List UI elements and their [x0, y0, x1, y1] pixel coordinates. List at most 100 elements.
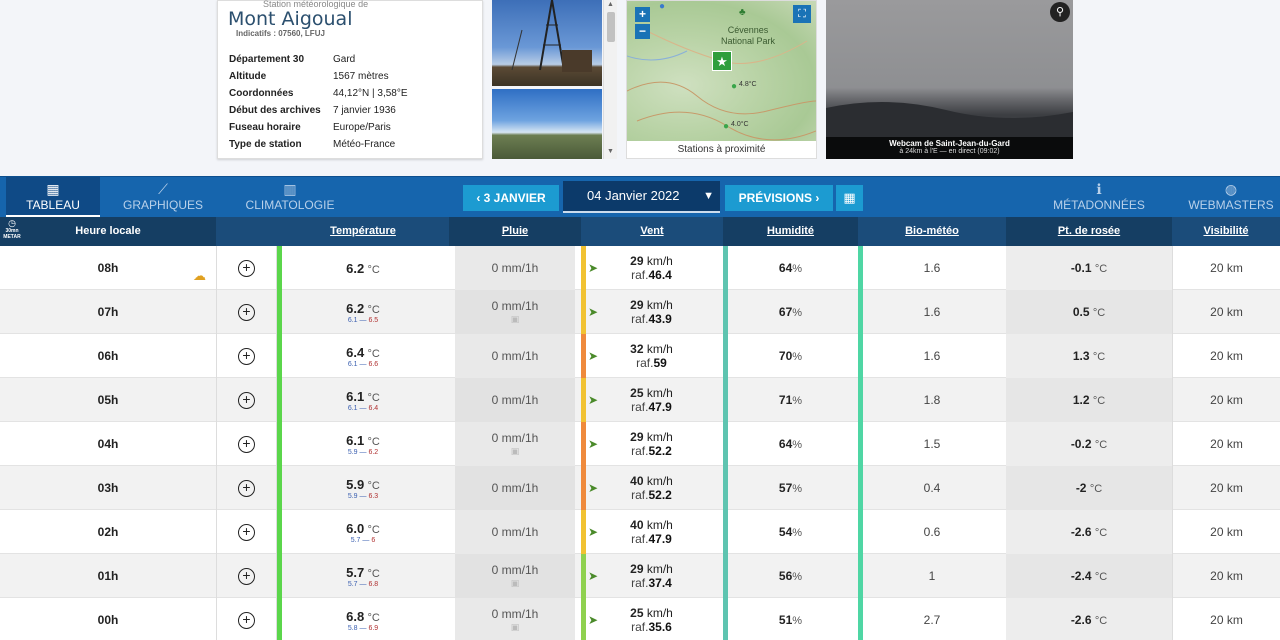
- visibility-value: 20 km: [1210, 437, 1243, 451]
- expand-plus-icon[interactable]: +: [238, 303, 255, 321]
- temperature-color-bar: [277, 378, 282, 422]
- metar-toggle[interactable]: ◷ 30mn METAR: [2, 218, 22, 240]
- hour-cell: 08h: [0, 246, 216, 290]
- temperature-value: 5.9: [346, 476, 365, 492]
- detail-value: Gard: [333, 54, 356, 65]
- webcam-title: Webcam de Saint-Jean-du-Gard: [889, 139, 1010, 148]
- biometeo-cell: 1.8: [858, 378, 1006, 422]
- zoom-out-button[interactable]: −: [635, 24, 650, 39]
- wind-unit: km/h: [646, 518, 673, 532]
- biometeo-color-bar: [858, 246, 863, 290]
- expand-plus-icon[interactable]: +: [238, 567, 255, 585]
- station-details: Département 30 Gard Altitude 1567 mètres Coo…: [229, 51, 408, 153]
- tab-metadonnees[interactable]: ℹ MÉTADONNÉES: [1048, 177, 1150, 217]
- temp-max: 6: [371, 536, 376, 544]
- humidity-cell: 64%: [723, 422, 858, 466]
- wind-color-bar: [581, 554, 586, 598]
- dewpoint-unit: °C: [1092, 395, 1106, 407]
- range-separator: —: [359, 448, 367, 456]
- temperature-unit: °C: [367, 303, 380, 316]
- info-icon: ℹ: [1096, 181, 1102, 197]
- wind-gust: 43.9: [648, 312, 672, 326]
- expand-plus-icon[interactable]: +: [238, 611, 255, 629]
- biometeo-value: 1: [928, 569, 936, 583]
- fullscreen-icon[interactable]: ⛶: [793, 5, 811, 23]
- rain-cell: 0 mm/1h ▣: [455, 598, 575, 640]
- forecast-button[interactable]: PRÉVISIONS ›: [725, 185, 833, 211]
- col-visibility[interactable]: Visibilité: [1203, 225, 1249, 237]
- col-temperature[interactable]: Température: [330, 225, 396, 237]
- date-selector[interactable]: 04 Janvier 2022 ▼: [563, 181, 720, 213]
- hour-label: 01h: [97, 569, 119, 583]
- station-pin-icon[interactable]: ●: [723, 121, 730, 132]
- temperature-color-bar: [277, 334, 282, 378]
- expand-plus-icon[interactable]: +: [238, 523, 255, 541]
- col-biometeo[interactable]: Bio-météo: [905, 225, 959, 237]
- expand-cell: +: [216, 554, 277, 598]
- scroll-down-icon[interactable]: ▼: [607, 148, 614, 155]
- expand-cell: +: [216, 510, 277, 554]
- nearby-stations-map[interactable]: + − ⛶ ● ♣ Cévennes National Park ★ ● 4.8…: [626, 0, 817, 159]
- chevron-left-icon: ‹: [476, 191, 484, 205]
- tab-tableau[interactable]: ▦ TABLEAU: [6, 177, 100, 217]
- detail-key: Début des archives: [229, 105, 321, 116]
- dewpoint-unit: °C: [1094, 263, 1108, 275]
- col-dewpoint[interactable]: Pt. de rosée: [1006, 217, 1172, 246]
- station-photo-landscape[interactable]: [492, 89, 602, 159]
- station-photo-antenna[interactable]: [492, 0, 602, 86]
- expand-plus-icon[interactable]: +: [238, 347, 255, 365]
- visibility-cell: 20 km: [1172, 422, 1280, 466]
- wind-speed: 32: [630, 342, 644, 356]
- temperature-color-bar: [277, 598, 282, 640]
- humidity-color-bar: [723, 422, 728, 466]
- tab-graphiques[interactable]: ⟋ GRAPHIQUES: [113, 177, 213, 217]
- col-humidity[interactable]: Humidité: [723, 217, 858, 246]
- scroll-thumb[interactable]: [607, 12, 615, 42]
- station-detail-row: Type de station Météo-France: [229, 136, 408, 153]
- wind-gust: 47.9: [648, 400, 672, 414]
- col-rain[interactable]: Pluie: [449, 217, 581, 246]
- expand-cell: +: [216, 422, 277, 466]
- expand-plus-icon[interactable]: +: [238, 479, 255, 497]
- humidity-cell: 70%: [723, 334, 858, 378]
- webcam-card[interactable]: ⚲ Webcam de Saint-Jean-du-Gard à 24km à …: [826, 0, 1073, 159]
- expand-plus-icon[interactable]: +: [238, 259, 255, 277]
- zoom-in-button[interactable]: +: [635, 7, 650, 22]
- previous-day-button[interactable]: ‹ 3 JANVIER: [463, 185, 559, 211]
- humidity-color-bar: [723, 554, 728, 598]
- temperature-unit: °C: [367, 435, 380, 448]
- wind-speed: 29: [630, 254, 644, 268]
- wind-gust: 59: [653, 356, 667, 370]
- wind-cell: ➤ 40 km/h raf.47.9: [581, 510, 722, 554]
- current-station-star-icon[interactable]: ★: [712, 51, 732, 71]
- zoom-magnifier-icon[interactable]: ⚲: [1050, 2, 1070, 22]
- wind-gust: 35.6: [648, 620, 672, 634]
- map-pin-icon[interactable]: ●: [659, 1, 666, 12]
- expand-plus-icon[interactable]: +: [238, 391, 255, 409]
- tab-climatologie[interactable]: ▥ CLIMATOLOGIE: [236, 177, 344, 217]
- station-photos: [492, 0, 602, 159]
- map-area[interactable]: + − ⛶ ● ♣ Cévennes National Park ★ ● 4.8…: [627, 1, 816, 141]
- hour-label: 02h: [97, 525, 119, 539]
- humidity-cell: 71%: [723, 378, 858, 422]
- table-row: 07h +6.2 °C 6.1 — 6.5 0 mm/1h ▣ ➤ 29 km/h raf.4…: [0, 290, 1280, 334]
- rain-value: 0 mm/1h: [491, 393, 539, 407]
- temp-max: 6.9: [368, 624, 379, 632]
- station-detail-row: Fuseau horaire Europe/Paris: [229, 119, 408, 136]
- map-caption[interactable]: Stations à proximité: [677, 144, 766, 155]
- tab-webmasters[interactable]: ◍ WEBMASTERS: [1184, 177, 1278, 217]
- temperature-value: 6.8: [346, 608, 365, 624]
- dewpoint-unit: °C: [1094, 615, 1108, 627]
- calendar-button[interactable]: ▦: [836, 185, 863, 211]
- rain-value: 0 mm/1h: [491, 607, 539, 621]
- rain-gauge-icon: ▣: [510, 446, 520, 456]
- dewpoint-value: 0.5: [1072, 305, 1090, 319]
- station-pin-icon[interactable]: ●: [731, 81, 738, 92]
- col-wind[interactable]: Vent: [640, 225, 664, 237]
- scroll-up-icon[interactable]: ▲: [607, 1, 614, 8]
- expand-plus-icon[interactable]: +: [238, 435, 255, 453]
- photo-scrollbar[interactable]: ▲ ▼: [603, 0, 617, 159]
- bar-chart-icon: ▥: [283, 181, 297, 197]
- temperature-unit: °C: [367, 391, 380, 404]
- biometeo-cell: 2.7: [858, 598, 1006, 640]
